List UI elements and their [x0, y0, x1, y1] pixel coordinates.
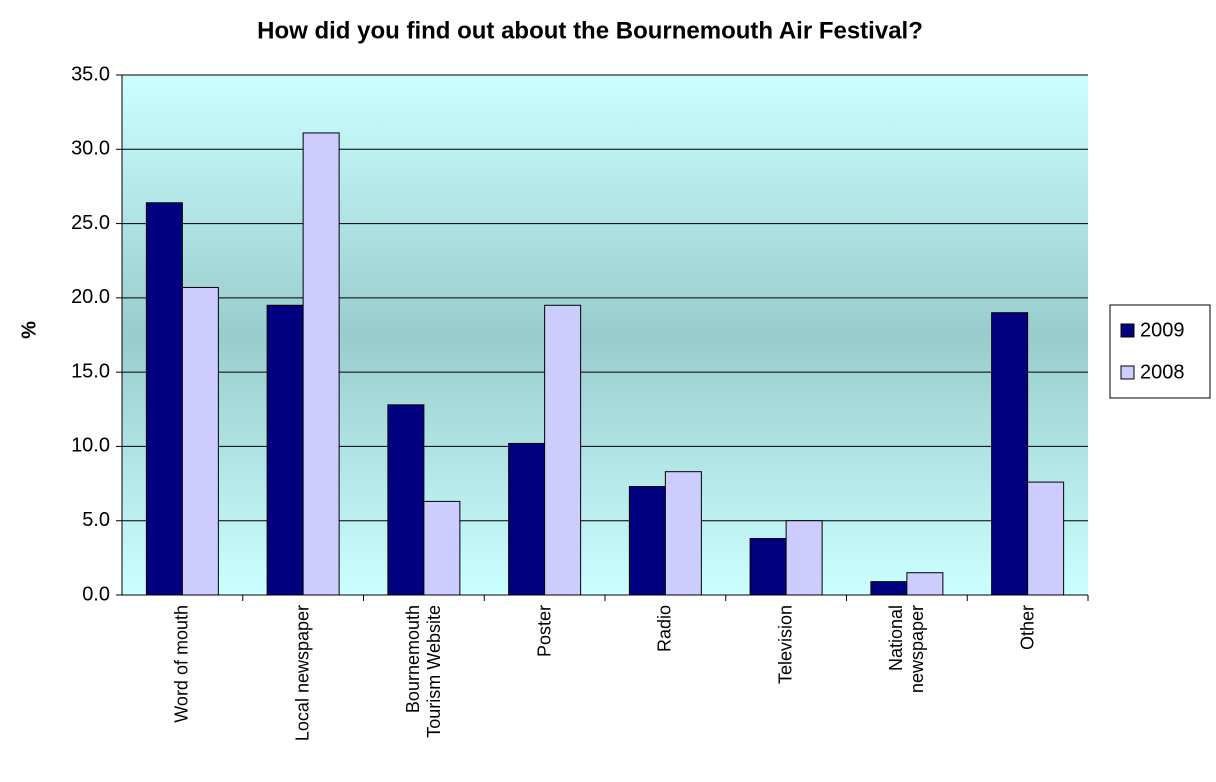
x-tick-label: Word of mouth: [171, 605, 192, 723]
bar: [785, 520, 823, 596]
bar: [544, 304, 582, 596]
y-tick-label: 35.0: [71, 63, 110, 85]
y-tick-label: 5.0: [82, 509, 110, 531]
bar: [145, 202, 183, 596]
legend-label: 2009: [1140, 319, 1185, 341]
x-tick-label: Bournemouth Tourism Website: [402, 605, 444, 738]
legend-label: 2008: [1140, 361, 1185, 383]
chart-title: How did you find out about the Bournemou…: [257, 17, 923, 44]
x-tick-label: National newspaper: [885, 605, 927, 694]
bar: [870, 581, 908, 596]
legend-swatch: [1120, 365, 1135, 380]
legend-swatch: [1120, 323, 1135, 338]
bar: [906, 572, 944, 596]
x-tick-label: Other: [1017, 605, 1038, 651]
y-axis-label: %: [18, 321, 40, 339]
x-tick-label: Local newspaper: [292, 605, 313, 742]
bar: [1027, 481, 1065, 596]
bar: [664, 471, 702, 596]
x-tick-label: Poster: [534, 605, 555, 658]
bar: [508, 442, 546, 596]
bar: [181, 286, 219, 596]
x-tick-label: Radio: [654, 605, 675, 653]
bar: [423, 500, 461, 596]
bar: [628, 486, 666, 596]
bar: [387, 404, 425, 596]
y-tick-label: 20.0: [71, 286, 110, 308]
y-tick-label: 0.0: [82, 583, 110, 605]
y-tick-label: 30.0: [71, 138, 110, 160]
legend: [1109, 304, 1211, 399]
y-tick-label: 25.0: [71, 212, 110, 234]
bar: [266, 304, 304, 596]
bar: [302, 132, 340, 596]
bar: [749, 538, 787, 596]
y-tick-label: 10.0: [71, 435, 110, 457]
bar: [991, 312, 1029, 596]
y-tick-label: 15.0: [71, 360, 110, 382]
x-tick-label: Television: [775, 605, 796, 685]
